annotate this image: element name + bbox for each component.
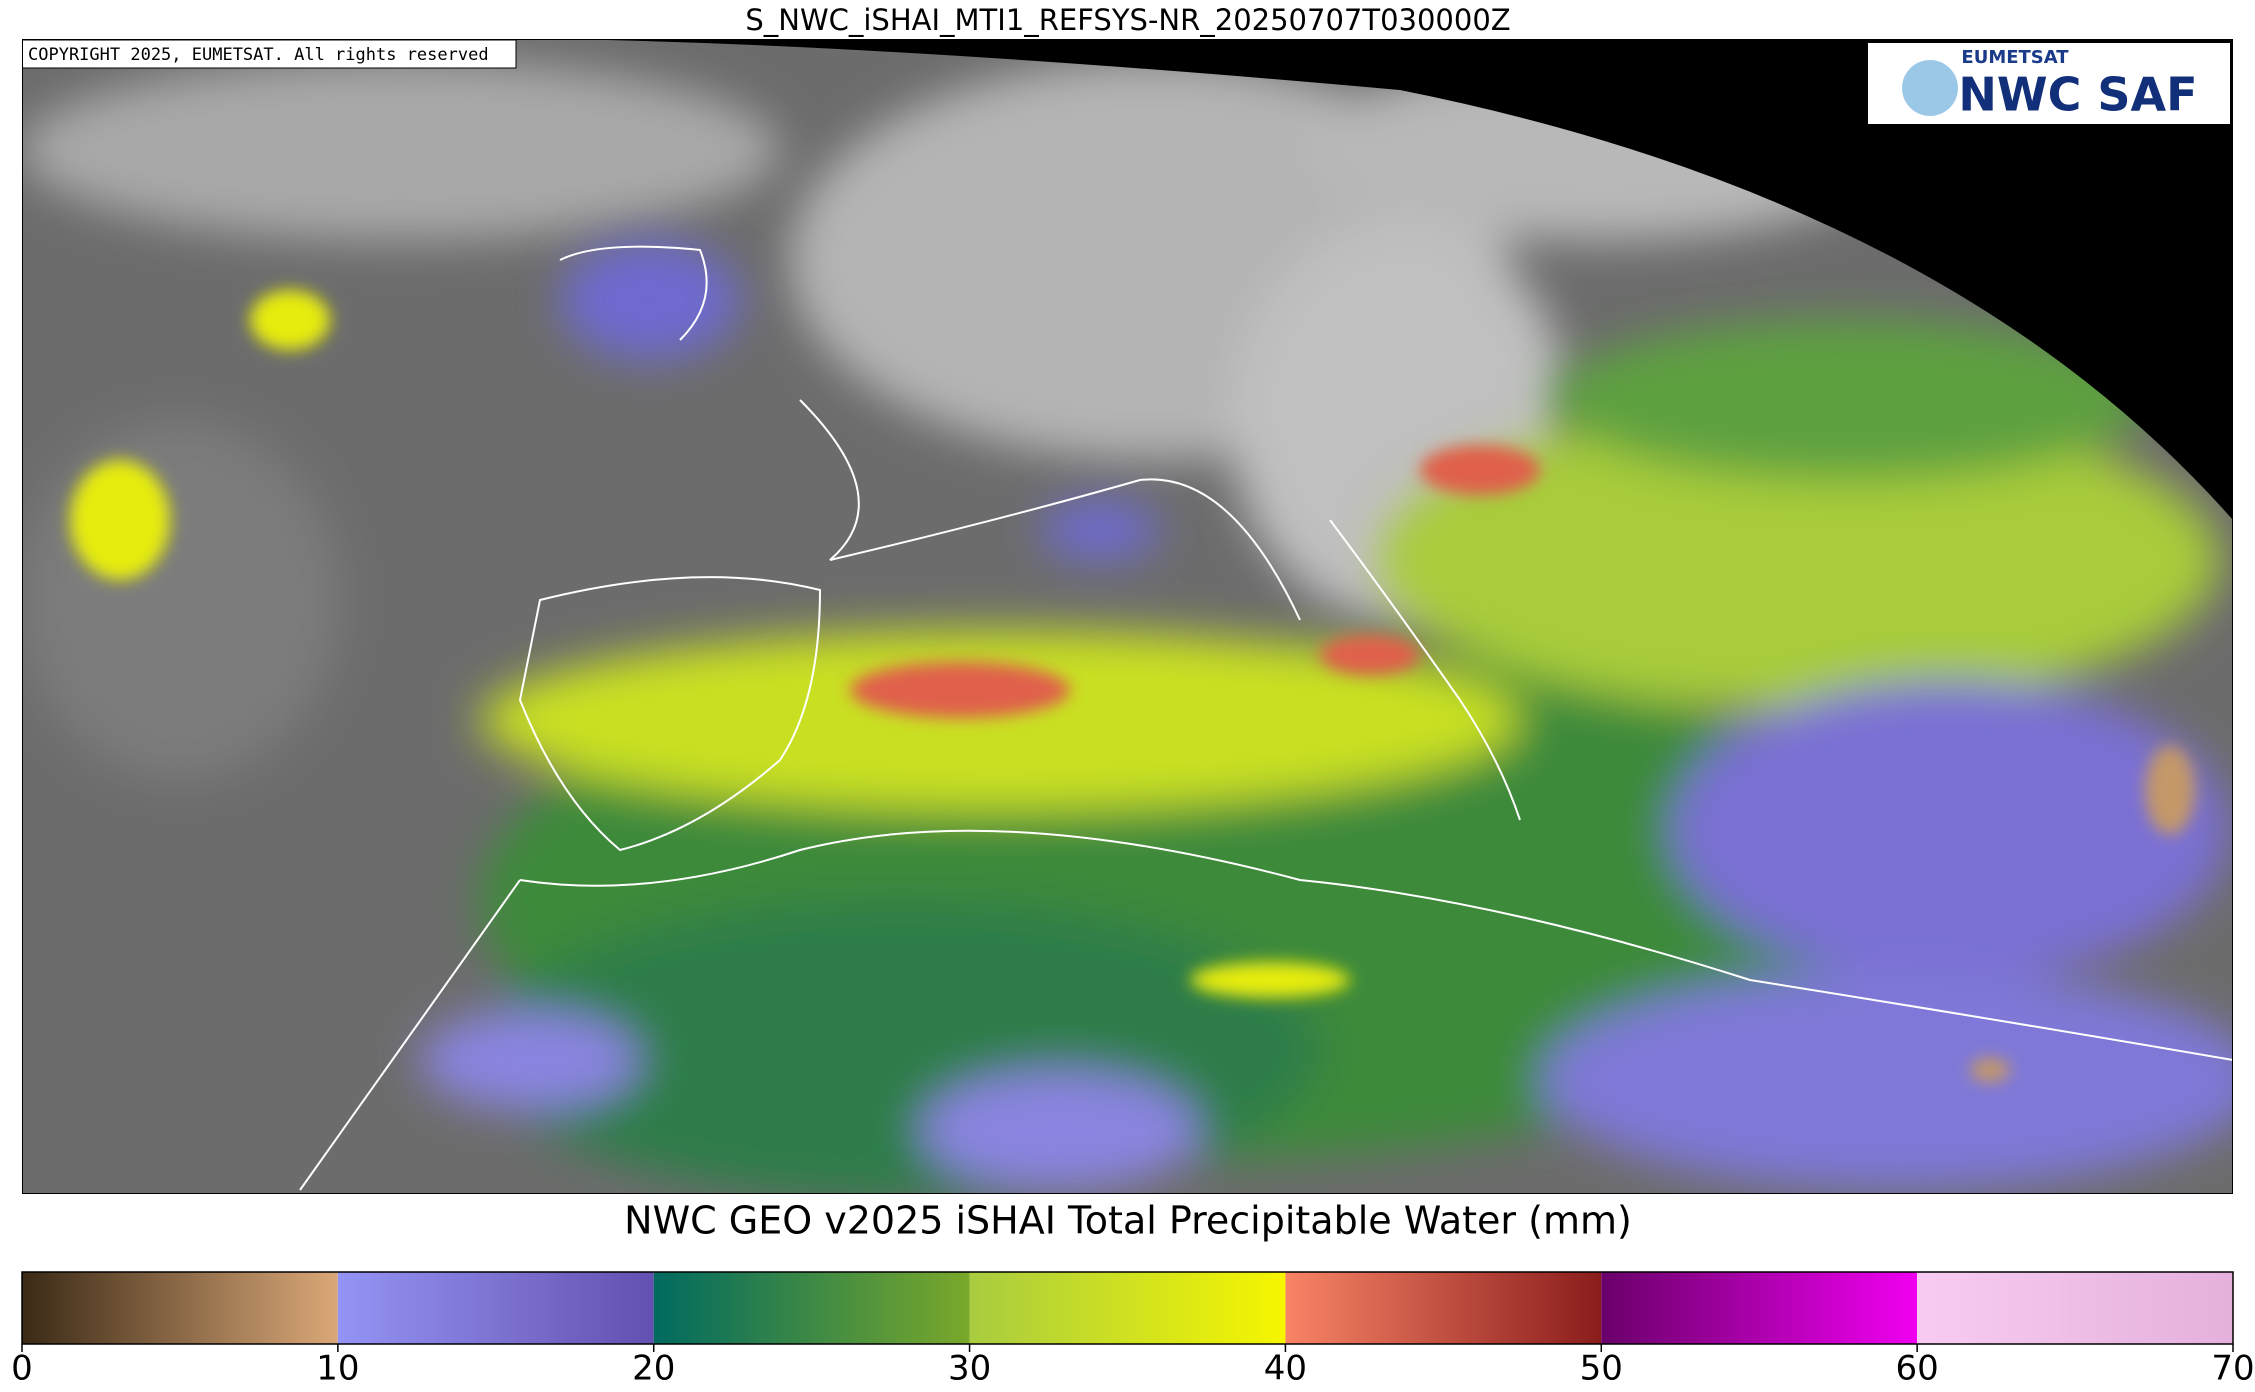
colorbar-label: NWC GEO v2025 iSHAI Total Precipitable W…: [624, 1199, 1632, 1243]
colorbar-tick-label: 50: [1580, 1349, 1623, 1389]
logo: EUMETSAT NWC SAF: [1868, 43, 2230, 124]
map: COPYRIGHT 2025, EUMETSAT. All rights res…: [22, 39, 2233, 1194]
colorbar-segment: [1917, 1272, 2233, 1344]
tpw-highs: [70, 290, 2195, 1082]
logo-icon: [1902, 60, 1958, 116]
colorbar-segment: [1285, 1272, 1602, 1344]
colorbar: 0 10 20 30 40 50 60 70: [11, 1271, 2255, 1389]
logo-name: NWC SAF: [1958, 68, 2197, 122]
colorbar-segment: [969, 1272, 1286, 1344]
colorbar-segment: [1601, 1272, 1918, 1344]
logo-organization: EUMETSAT: [1961, 47, 2069, 68]
tpw-field: [420, 240, 2233, 1194]
colorbar-tick-label: 70: [2211, 1349, 2254, 1389]
copyright: COPYRIGHT 2025, EUMETSAT. All rights res…: [28, 45, 489, 65]
colorbar-segment: [653, 1272, 970, 1344]
colorbar-segment: [22, 1272, 338, 1344]
colorbar-tick-label: 60: [1896, 1349, 1939, 1389]
colorbar-tick-label: 40: [1264, 1349, 1307, 1389]
colorbar-tick-label: 30: [948, 1349, 991, 1389]
coastlines: [299, 245, 2233, 1191]
colorbar-frame: [21, 1271, 2234, 1345]
colorbar-tick-label: 0: [11, 1349, 33, 1389]
copyright-box: [22, 39, 517, 69]
colorbar-tick-label: 20: [632, 1349, 675, 1389]
image-title: S_NWC_iSHAI_MTI1_REFSYS-NR_20250707T0300…: [745, 3, 1510, 37]
colorbar-tick-label: 10: [316, 1349, 359, 1389]
space: [560, 39, 2233, 520]
colorbar-segment: [337, 1272, 654, 1344]
